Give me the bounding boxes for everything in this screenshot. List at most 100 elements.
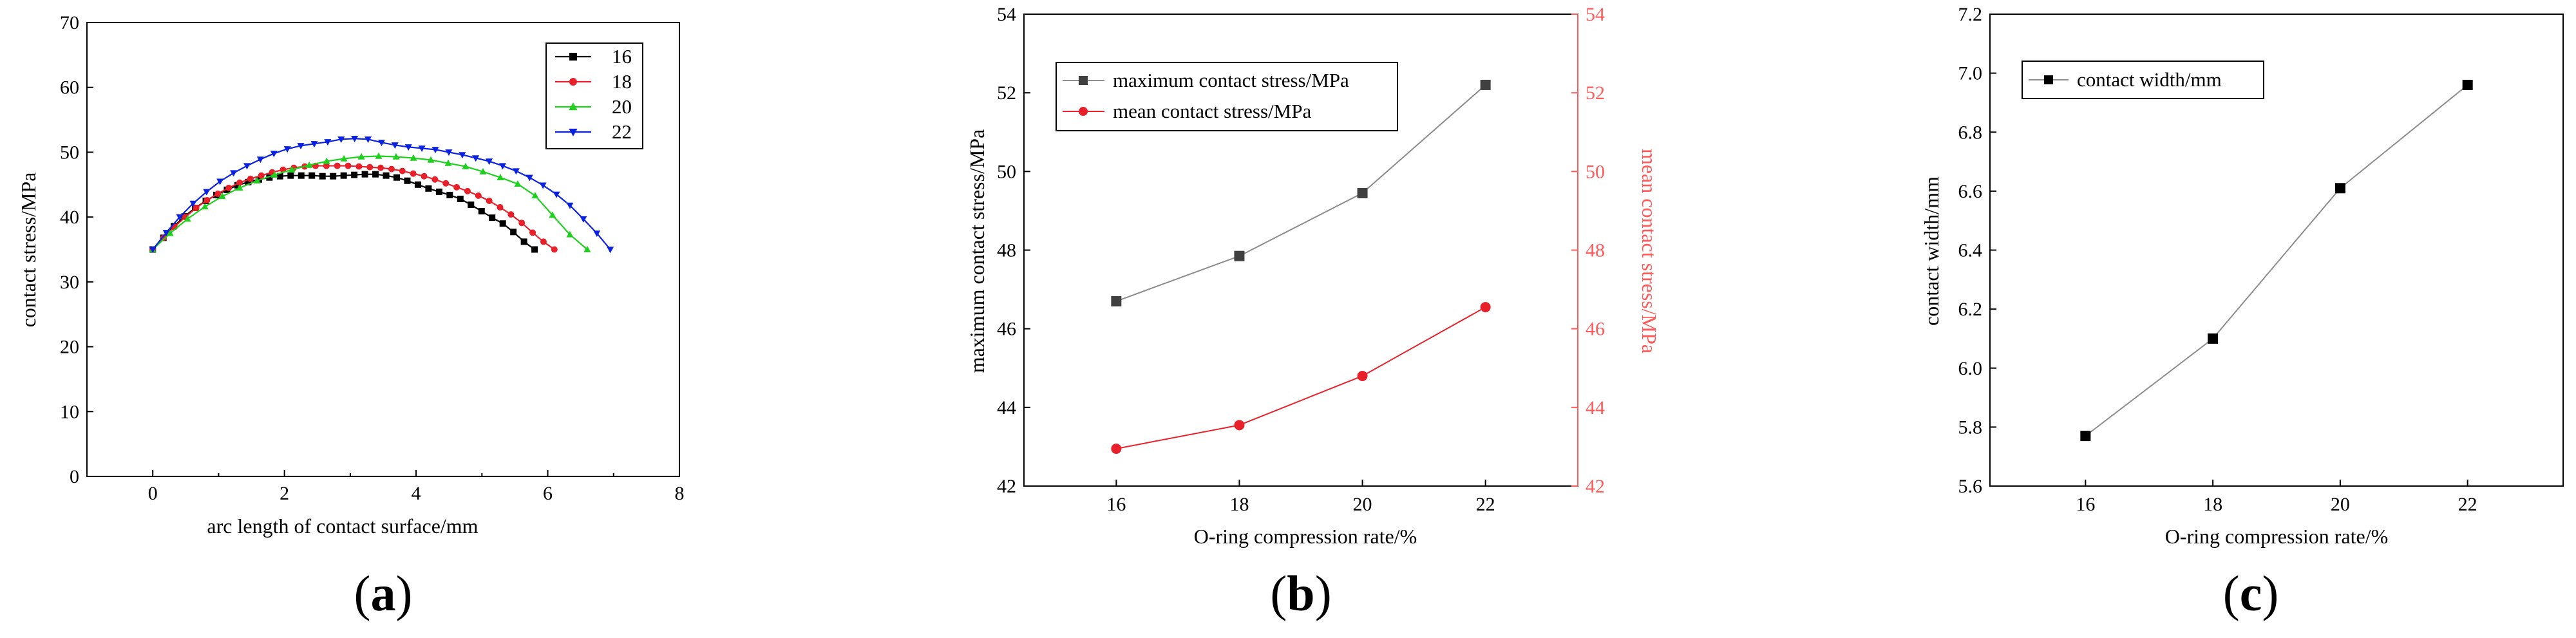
data-point-20 — [427, 156, 435, 163]
data-point-22 — [431, 147, 439, 154]
series-group-a — [149, 136, 614, 254]
data-point-20 — [479, 167, 487, 174]
data-point-16 — [446, 191, 453, 198]
caption-b: (b) — [1270, 565, 1331, 621]
legend-b: maximum contact stress/MPa mean contact s… — [1056, 62, 1398, 131]
data-point-16 — [404, 177, 411, 184]
legend-box-b — [1056, 62, 1398, 131]
data-point-16 — [457, 195, 464, 202]
x-tick-label-b: 16 — [1106, 494, 1126, 515]
data-point-18 — [355, 163, 363, 170]
data-point-22 — [297, 143, 305, 150]
data-point-16 — [478, 208, 485, 215]
data-point-22 — [203, 189, 211, 196]
y-tick-label-c: 7.2 — [1958, 4, 1983, 25]
data-point-20 — [444, 159, 452, 166]
data-point-16 — [489, 214, 496, 221]
data-point-22 — [566, 202, 574, 209]
y-tick-label-c: 5.8 — [1958, 417, 1983, 438]
data-point-22 — [404, 144, 412, 151]
x-axis-label-c: O-ring compression rate/% — [2165, 525, 2389, 548]
legend-c: contact width/mm — [2022, 61, 2264, 99]
data-point-c-0 — [2208, 333, 2219, 344]
data-point-16 — [245, 178, 252, 185]
data-point-18 — [464, 187, 471, 194]
data-point-20 — [236, 184, 243, 191]
x-tick-label-c: 22 — [2458, 494, 2477, 515]
legend-label-18: 18 — [612, 70, 632, 93]
data-point-16 — [308, 172, 316, 179]
y-axis-label-c: contact width/mm — [1920, 176, 1943, 326]
data-point-22 — [526, 174, 533, 182]
legend-box-a — [545, 42, 643, 149]
x-tick-label-a: 4 — [412, 483, 421, 504]
x-tick-label-a: 0 — [148, 483, 158, 504]
data-point-16 — [340, 172, 347, 179]
data-point-20 — [531, 192, 539, 199]
data-point-b-0 — [1234, 250, 1245, 261]
y2-tick-label-b: 52 — [1586, 82, 1605, 104]
data-point-22 — [539, 182, 547, 189]
data-point-20 — [566, 230, 574, 238]
data-point-22 — [162, 230, 170, 237]
data-point-18 — [497, 204, 504, 211]
data-point-18 — [507, 211, 515, 218]
data-point-16 — [435, 188, 442, 195]
y-tick-label-a: 60 — [60, 77, 79, 99]
data-point-18 — [258, 172, 265, 179]
data-point-22 — [337, 136, 345, 144]
series-group-b — [1111, 79, 1491, 454]
data-point-22 — [243, 163, 251, 170]
legend-label-b-1: mean contact stress/MPa — [1113, 100, 1311, 122]
data-point-c-0 — [2080, 431, 2091, 442]
data-point-16 — [351, 171, 358, 178]
x-tick-label-b: 20 — [1353, 494, 1372, 515]
legend-marker-c — [2044, 75, 2053, 84]
data-point-18 — [388, 165, 395, 173]
chart-panel-c: 16 18 20 22 5.6 5.8 6.0 6.2 6.4 6.6 6.8 7.0 7.2 O-ri… — [1920, 4, 2564, 621]
chart-panel-a: 0 2 4 6 8 0 10 20 30 40 50 60 70 arc length of conta… — [17, 12, 685, 621]
data-point-16 — [287, 172, 294, 179]
data-point-22 — [270, 151, 278, 158]
data-point-20 — [184, 215, 191, 222]
data-point-20 — [340, 155, 348, 162]
data-point-18 — [366, 164, 374, 171]
y-axis-label-b: maximum contact stress/MPa — [965, 129, 989, 373]
y-tick-label-a: 30 — [60, 272, 79, 293]
data-point-22 — [472, 155, 480, 162]
x-tick-label-b: 22 — [1476, 494, 1495, 515]
data-point-16 — [361, 171, 368, 178]
data-point-18 — [431, 176, 439, 183]
y2-tick-label-b: 54 — [1586, 4, 1605, 25]
x-tick-label-a: 2 — [279, 483, 289, 504]
data-point-16 — [372, 171, 379, 178]
data-point-16 — [425, 185, 432, 192]
caption-letter-b: b — [1287, 565, 1314, 621]
data-point-18 — [453, 183, 460, 191]
data-point-b-0 — [1357, 187, 1368, 198]
axis-ticks-a: 0 2 4 6 8 0 10 20 30 40 50 60 70 — [60, 12, 685, 504]
data-point-22 — [324, 139, 332, 146]
data-point-18 — [193, 205, 200, 212]
data-point-22 — [365, 136, 372, 144]
legend-label-22: 22 — [612, 120, 632, 143]
x-axis-label-a: arc length of contact surface/mm — [207, 514, 478, 538]
data-point-22 — [256, 156, 264, 164]
y-tick-label-b: 50 — [997, 161, 1016, 182]
data-point-22 — [580, 216, 587, 223]
data-point-22 — [512, 168, 520, 175]
legend-label-20: 20 — [612, 95, 632, 118]
data-point-c-0 — [2462, 79, 2473, 90]
data-point-22 — [310, 141, 318, 148]
data-point-16 — [531, 246, 538, 253]
y-tick-label-a: 0 — [70, 466, 79, 487]
x-tick-label-c: 16 — [2076, 494, 2095, 515]
data-point-20 — [392, 153, 400, 160]
data-point-16 — [468, 202, 475, 209]
data-point-16 — [510, 229, 517, 236]
series-line-16 — [152, 173, 535, 250]
y-tick-label-b: 42 — [997, 476, 1016, 497]
data-point-18 — [475, 192, 482, 199]
y2-axis-label-b: mean contact stress/MPa — [1638, 149, 1661, 353]
